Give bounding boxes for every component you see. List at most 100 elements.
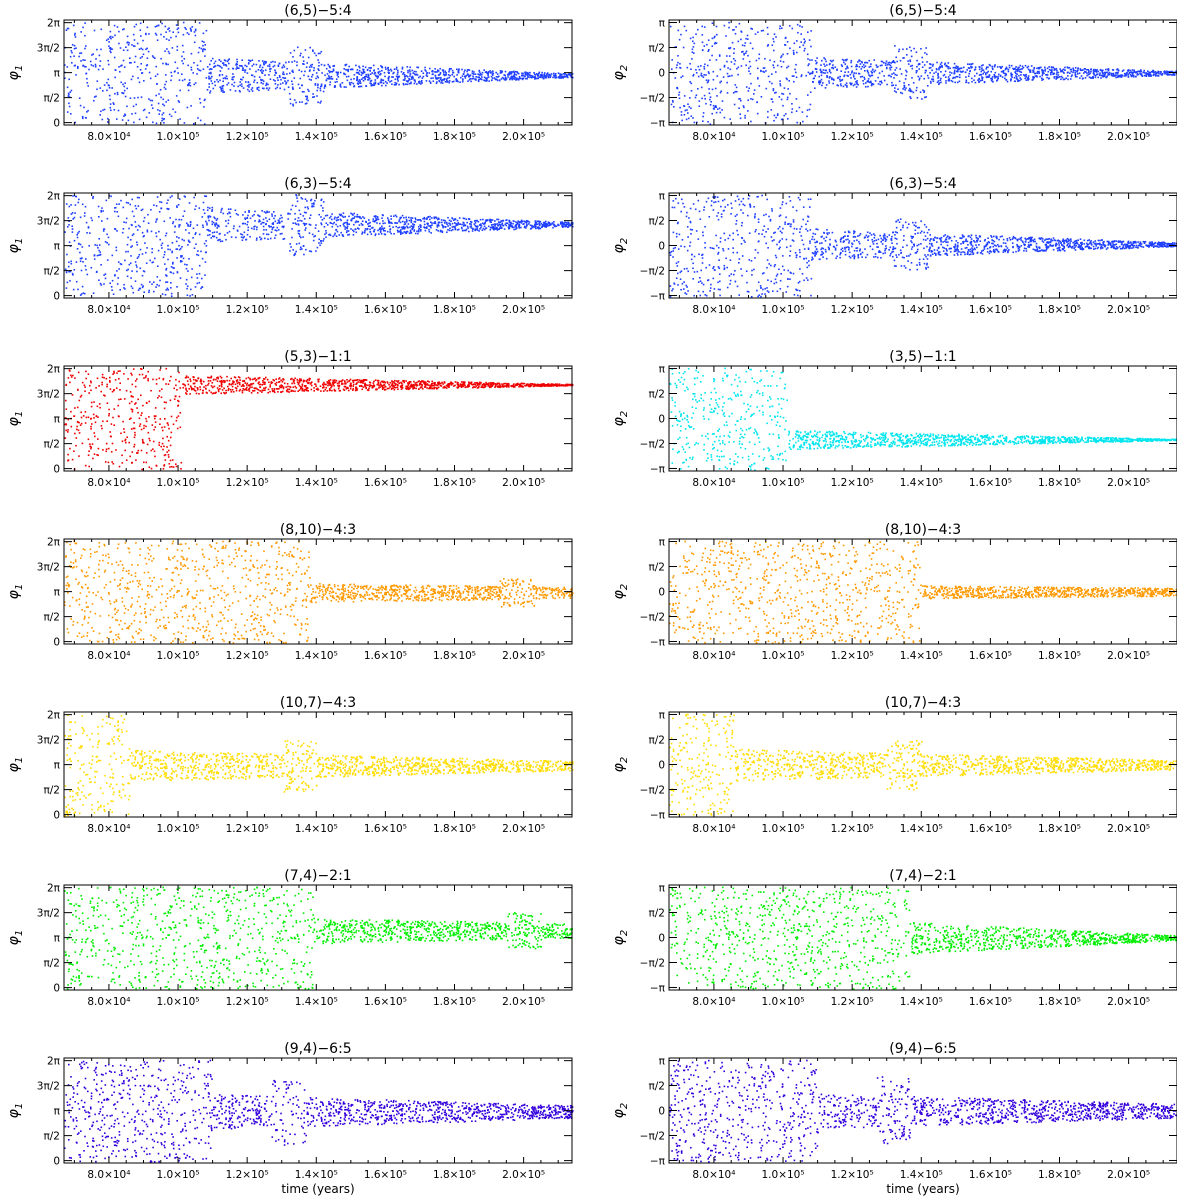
data-point <box>400 229 402 231</box>
data-point <box>768 80 771 83</box>
y-tick-label: π <box>54 68 61 80</box>
data-point <box>109 106 112 109</box>
data-point <box>680 33 682 36</box>
data-point <box>362 68 364 71</box>
data-point <box>691 51 694 53</box>
data-point <box>114 76 116 79</box>
data-point <box>465 228 468 231</box>
data-point <box>387 66 389 69</box>
data-point <box>70 50 73 52</box>
data-point <box>377 76 379 78</box>
data-point <box>272 65 275 68</box>
data-point <box>964 71 967 74</box>
data-point <box>911 64 914 67</box>
data-point <box>228 62 230 65</box>
data-point <box>1019 64 1021 67</box>
data-point <box>676 64 678 66</box>
data-point <box>317 86 319 89</box>
data-point <box>776 113 779 115</box>
data-point <box>178 226 180 228</box>
data-point <box>532 225 535 228</box>
data-point <box>106 81 108 84</box>
data-point <box>540 222 542 225</box>
data-point <box>111 48 113 50</box>
data-point <box>395 66 398 69</box>
data-point <box>298 233 301 235</box>
data-point <box>96 80 99 82</box>
data-point <box>193 62 195 64</box>
data-point <box>742 197 745 200</box>
data-point <box>302 236 304 238</box>
data-point <box>1094 68 1097 71</box>
data-point <box>206 223 208 226</box>
data-point <box>536 73 539 76</box>
data-point <box>1156 74 1159 77</box>
data-point <box>134 221 137 223</box>
data-point <box>928 67 931 69</box>
data-point <box>312 205 315 208</box>
data-point <box>111 289 113 291</box>
data-point <box>332 69 335 72</box>
data-point <box>852 74 855 76</box>
data-point <box>208 229 210 232</box>
data-point <box>742 58 745 60</box>
data-point <box>227 59 230 61</box>
data-point <box>142 109 145 112</box>
data-point <box>720 90 722 93</box>
data-point <box>554 76 557 79</box>
data-point <box>268 74 270 76</box>
data-point <box>879 80 881 83</box>
data-point <box>909 65 912 67</box>
data-point <box>451 81 454 83</box>
data-point <box>770 98 773 100</box>
data-point <box>164 50 166 52</box>
data-point <box>781 92 783 95</box>
data-point <box>274 234 277 237</box>
data-point <box>925 96 927 98</box>
data-point <box>843 61 845 64</box>
data-point <box>124 82 126 84</box>
data-point <box>261 71 263 74</box>
data-point <box>789 47 791 50</box>
data-point <box>203 212 206 215</box>
data-point <box>1046 67 1049 70</box>
data-point <box>1047 70 1050 73</box>
data-point <box>970 67 973 69</box>
data-point <box>226 83 228 86</box>
data-point <box>877 76 879 79</box>
data-point <box>148 71 151 74</box>
data-point <box>791 108 794 110</box>
y-tick-label: 0 <box>53 118 60 130</box>
data-point <box>846 86 848 88</box>
data-point <box>395 68 398 70</box>
data-point <box>961 71 964 73</box>
data-point <box>198 281 201 284</box>
data-point <box>562 73 565 75</box>
data-point <box>380 81 383 84</box>
data-point <box>717 266 720 268</box>
data-point <box>405 80 408 82</box>
data-point <box>379 81 381 84</box>
data-point <box>812 81 814 83</box>
data-point <box>155 65 157 68</box>
data-point <box>473 223 476 225</box>
data-point <box>826 76 828 78</box>
data-point <box>95 58 97 60</box>
data-point <box>497 224 499 227</box>
data-point <box>953 71 956 73</box>
data-point <box>308 78 311 81</box>
data-point <box>876 66 878 68</box>
data-point <box>243 235 245 238</box>
data-point <box>672 231 675 234</box>
data-point <box>70 89 73 92</box>
data-point <box>968 63 971 66</box>
data-point <box>685 29 688 32</box>
data-point <box>823 63 825 65</box>
data-point <box>805 74 807 77</box>
data-point <box>856 82 858 84</box>
data-point <box>1025 79 1027 81</box>
data-point <box>96 244 98 247</box>
data-point <box>793 80 795 83</box>
data-point <box>93 258 96 260</box>
data-point <box>362 65 364 68</box>
